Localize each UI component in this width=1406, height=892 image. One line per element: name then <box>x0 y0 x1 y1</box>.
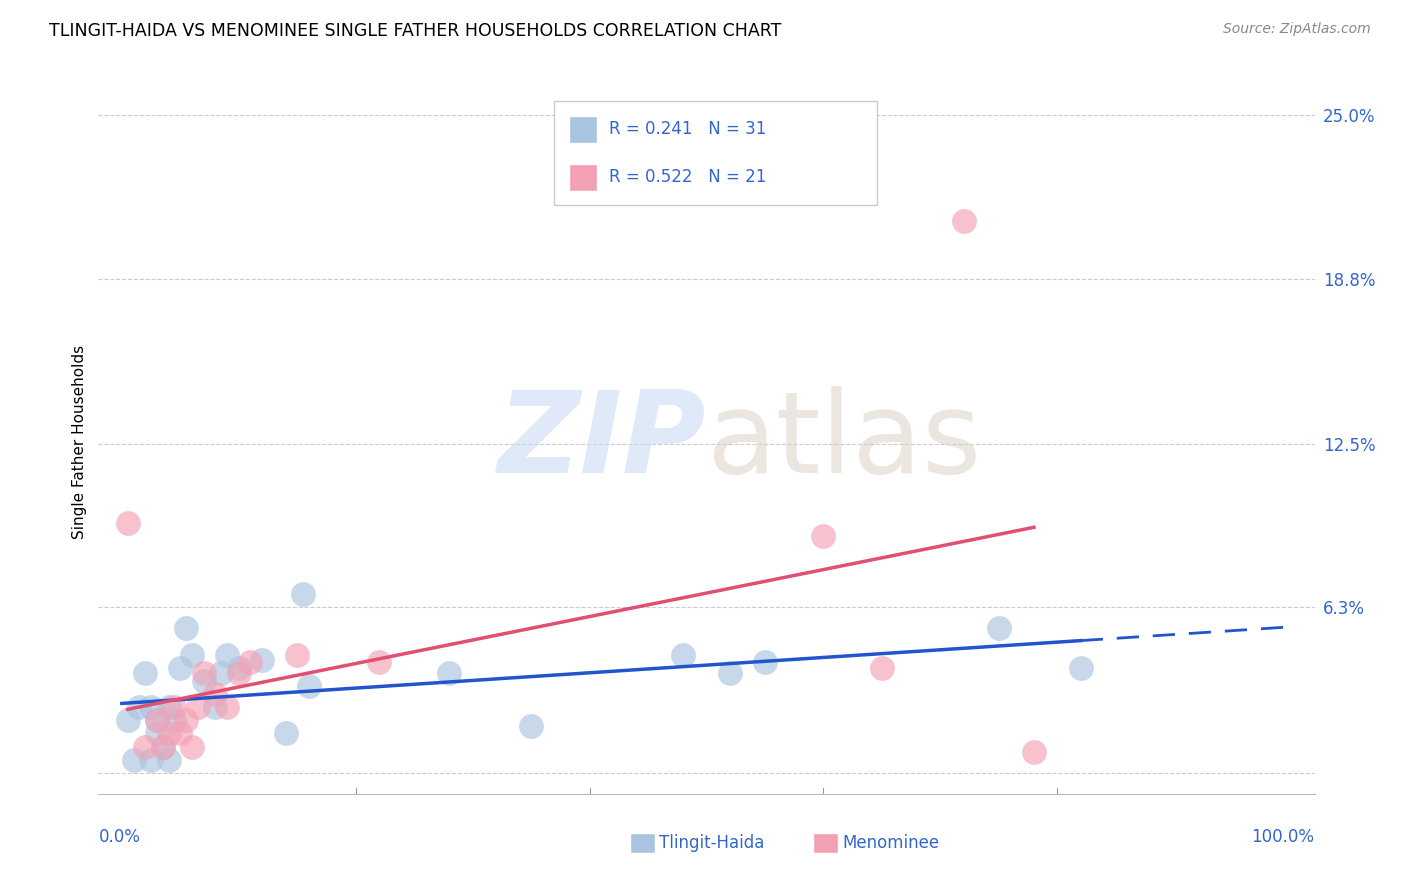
Point <box>718 665 741 680</box>
Text: Tlingit-Haida: Tlingit-Haida <box>659 834 765 852</box>
Point <box>193 665 215 680</box>
Text: atlas: atlas <box>707 386 981 497</box>
Point <box>1022 745 1045 759</box>
Y-axis label: Single Father Households: Single Father Households <box>72 344 87 539</box>
Point <box>117 713 139 727</box>
Point <box>870 661 893 675</box>
Text: Source: ZipAtlas.com: Source: ZipAtlas.com <box>1223 22 1371 37</box>
Point <box>146 713 169 727</box>
Point <box>292 587 315 601</box>
Point <box>193 673 215 688</box>
Point <box>204 687 226 701</box>
Point <box>181 739 204 754</box>
Point <box>987 621 1010 635</box>
Point <box>139 753 162 767</box>
Text: Menominee: Menominee <box>842 834 939 852</box>
Point <box>152 739 174 754</box>
Text: R = 0.522   N = 21: R = 0.522 N = 21 <box>609 169 766 186</box>
Point <box>134 665 156 680</box>
Point <box>274 726 297 740</box>
Point <box>250 653 273 667</box>
Point <box>157 753 180 767</box>
Point <box>239 656 262 670</box>
Point <box>228 661 250 675</box>
Point <box>298 679 321 693</box>
Point <box>209 665 232 680</box>
Point <box>754 656 776 670</box>
Point <box>181 648 204 662</box>
Point <box>163 700 186 714</box>
Point <box>128 700 150 714</box>
Point <box>1070 661 1092 675</box>
Text: ZIP: ZIP <box>498 386 707 497</box>
Point <box>228 665 250 680</box>
Point <box>169 726 191 740</box>
Point <box>117 516 139 530</box>
Point <box>169 661 191 675</box>
Text: TLINGIT-HAIDA VS MENOMINEE SINGLE FATHER HOUSEHOLDS CORRELATION CHART: TLINGIT-HAIDA VS MENOMINEE SINGLE FATHER… <box>49 22 782 40</box>
Text: 0.0%: 0.0% <box>98 828 141 847</box>
Point <box>174 713 197 727</box>
Point <box>187 700 209 714</box>
Point <box>152 739 174 754</box>
Point <box>813 529 835 543</box>
Point <box>122 753 145 767</box>
Point <box>134 739 156 754</box>
Point <box>439 665 461 680</box>
Point <box>174 621 197 635</box>
Point <box>520 718 543 732</box>
Point <box>952 213 974 227</box>
Point <box>285 648 308 662</box>
Point <box>215 700 238 714</box>
Point <box>146 726 169 740</box>
Point <box>368 656 391 670</box>
Point <box>672 648 695 662</box>
Point <box>163 713 186 727</box>
Point <box>204 700 226 714</box>
Point <box>157 726 180 740</box>
Point <box>157 700 180 714</box>
Point <box>139 700 162 714</box>
Text: R = 0.241   N = 31: R = 0.241 N = 31 <box>609 120 766 138</box>
Point <box>146 713 169 727</box>
Point <box>215 648 238 662</box>
Text: 100.0%: 100.0% <box>1251 828 1315 847</box>
